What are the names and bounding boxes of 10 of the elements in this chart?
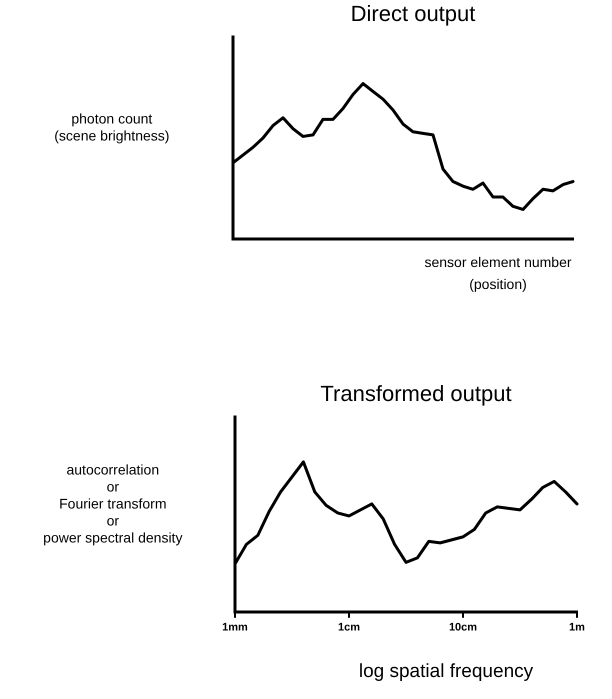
- x-tick-label: 10cm: [448, 621, 478, 634]
- y-axis-title: photon count (scene brightness): [54, 110, 170, 144]
- y-axis-title: autocorrelation or Fourier transform or power spectral density: [43, 461, 182, 546]
- x-tick-label: 1cm: [338, 621, 360, 634]
- x-axis-title: log spatial frequency: [358, 661, 534, 682]
- x-axis-title: sensor element number (position): [424, 254, 572, 292]
- x-tick-label: 1mm: [222, 621, 248, 634]
- chart-title: Direct output: [350, 1, 476, 26]
- chart-title: Transformed output: [320, 381, 512, 406]
- x-tick-label: 1m: [569, 621, 586, 634]
